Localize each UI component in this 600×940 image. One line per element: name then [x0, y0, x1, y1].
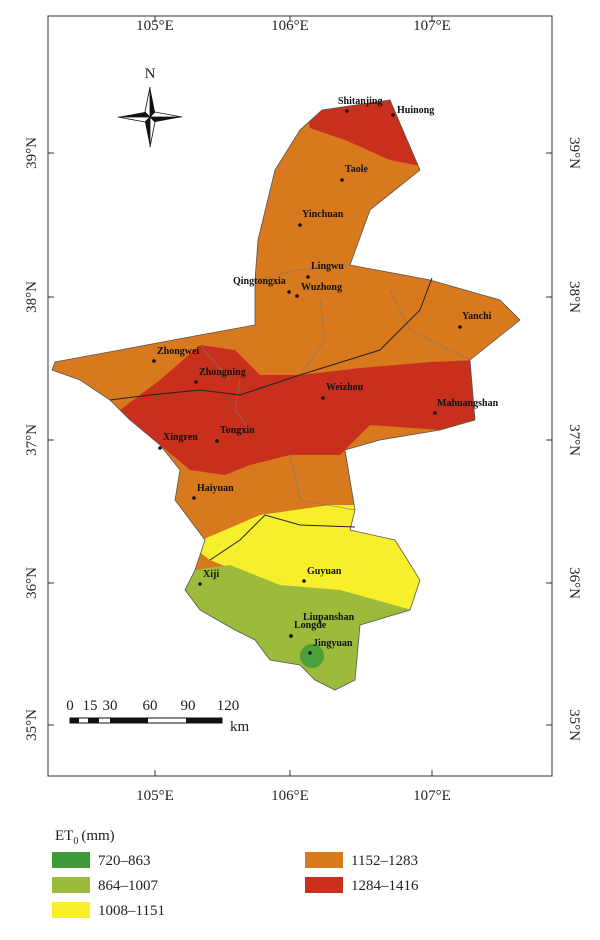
city-dot — [302, 579, 306, 583]
lon-label: 106°E — [271, 788, 309, 804]
scale-label: 60 — [143, 698, 158, 714]
lat-label: 39°N — [566, 137, 582, 169]
et0-zones — [52, 100, 520, 690]
city-label: Yinchuan — [302, 209, 344, 220]
city-label: Haiyuan — [197, 483, 234, 494]
zone — [52, 345, 480, 475]
lat-label: 36°N — [566, 567, 582, 599]
city-dot — [287, 290, 291, 294]
legend-label: 1152–1283 — [351, 853, 418, 869]
legend-swatch — [305, 852, 343, 868]
city-dot — [198, 582, 202, 586]
county-borders — [199, 264, 471, 511]
scale-label: 30 — [103, 698, 118, 714]
legend-swatch — [52, 852, 90, 868]
city-dot — [158, 446, 162, 450]
legend-label: 864–1007 — [98, 878, 159, 894]
city-dot — [152, 359, 156, 363]
city-label: Tongxin — [220, 425, 255, 436]
city-dot — [289, 634, 293, 638]
lat-label: 36°N — [24, 567, 40, 599]
city-label: Zhongwei — [157, 346, 199, 357]
lat-label: 38°N — [24, 281, 40, 313]
legend-label: 1008–1151 — [98, 903, 165, 919]
city-label: Xingren — [163, 432, 198, 443]
lon-label: 105°E — [136, 18, 174, 34]
city-label: Jingyuan — [313, 638, 353, 649]
lat-label: 39°N — [24, 137, 40, 169]
city-label: Lingwu — [311, 261, 344, 272]
legend-label: 1284–1416 — [351, 878, 419, 894]
city-dot — [321, 396, 325, 400]
city-dot — [308, 651, 312, 655]
zone — [300, 644, 324, 668]
city-label: Xiji — [203, 569, 219, 580]
city-label: Longde — [294, 620, 327, 631]
city-label: Wuzhong — [301, 282, 342, 293]
lat-label: 37°N — [566, 424, 582, 456]
city-dot — [194, 380, 198, 384]
city-label: Yanchi — [462, 311, 492, 322]
city-dot — [192, 496, 196, 500]
lon-label: 107°E — [413, 18, 451, 34]
city-dot — [340, 178, 344, 182]
city-dot — [391, 113, 395, 117]
city-label: Qingtongxia — [233, 276, 286, 287]
city-label: Guyuan — [307, 566, 342, 577]
legend-swatch — [52, 902, 90, 918]
city-label: Huinong — [397, 105, 434, 116]
city-dot — [298, 223, 302, 227]
scale-bar — [69, 717, 223, 724]
map-frame — [47, 15, 553, 777]
city-label: Taole — [345, 164, 369, 175]
city-dot — [345, 109, 349, 113]
boundary — [51, 99, 521, 691]
lat-label: 38°N — [566, 281, 582, 313]
city-label: Mahuangshan — [437, 398, 499, 409]
city-dot — [215, 439, 219, 443]
scale-label: 0 — [66, 698, 74, 714]
city-dot — [433, 411, 437, 415]
north-arrow — [117, 86, 183, 148]
scale-label: 120 — [217, 698, 240, 714]
legend-title: ET0 (mm) — [55, 828, 115, 847]
legend-swatch — [52, 877, 90, 893]
lon-label: 105°E — [136, 788, 174, 804]
lat-label: 37°N — [24, 424, 40, 456]
city-dot — [458, 325, 462, 329]
scale-label: 90 — [181, 698, 196, 714]
city-label: Shitanjing — [338, 96, 382, 107]
city-label: Liupanshan — [303, 612, 355, 623]
legend-label: 720–863 — [98, 853, 151, 869]
lat-label: 35°N — [24, 709, 40, 741]
lat-label: 35°N — [566, 709, 582, 741]
legend-swatch — [305, 877, 343, 893]
city-dot — [295, 294, 299, 298]
scale-label: 15 — [83, 698, 98, 714]
city-dot — [306, 275, 310, 279]
lon-label: 106°E — [271, 18, 309, 34]
city-label: Weizhou — [326, 382, 364, 393]
scale-unit: km — [230, 719, 250, 735]
railways — [109, 277, 433, 561]
north-label: N — [145, 66, 156, 82]
city-label: Zhongning — [199, 367, 246, 378]
lon-label: 107°E — [413, 788, 451, 804]
